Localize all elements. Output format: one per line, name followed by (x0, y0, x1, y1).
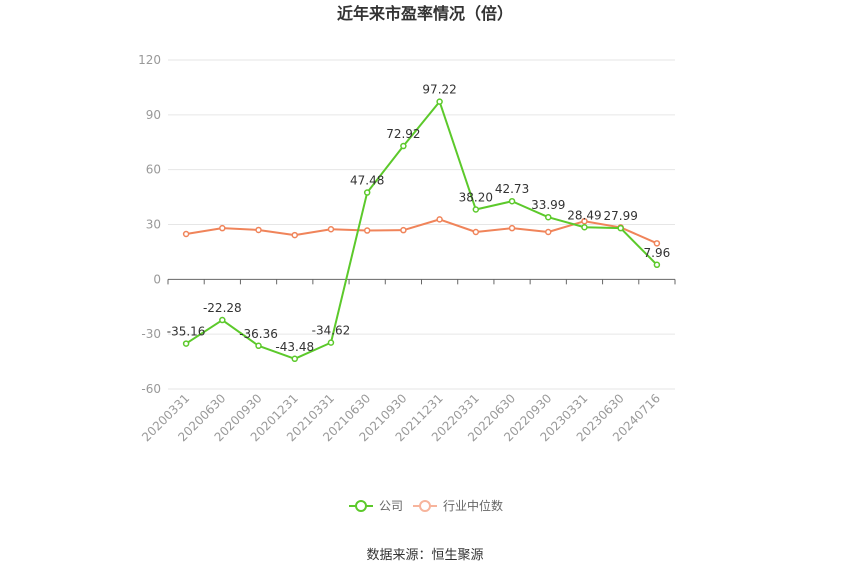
data-label: -35.16 (167, 325, 206, 339)
source-text: 数据来源：恒生聚源 (366, 548, 483, 563)
data-point-industry (255, 226, 262, 234)
y-tick-label: 60 (146, 163, 161, 177)
data-label: 47.48 (350, 174, 384, 188)
data-label: -36.36 (239, 327, 278, 341)
data-point-company (436, 98, 443, 105)
y-tick-label: -60 (141, 382, 161, 396)
data-point-company (400, 142, 407, 150)
data-point-industry (508, 224, 516, 232)
y-tick-label: 30 (146, 218, 161, 232)
y-tick-label: 0 (153, 272, 161, 286)
legend-industry-label: 行业中位数 (443, 498, 503, 513)
data-label: 27.99 (603, 209, 637, 223)
data-point-industry (327, 226, 335, 233)
data-point-company (363, 189, 371, 196)
data-point-company (291, 355, 298, 363)
data-label: 33.99 (531, 198, 565, 212)
data-point-industry (219, 224, 226, 232)
legend-company-label: 公司 (379, 499, 403, 513)
data-label: 38.20 (459, 191, 493, 205)
legend-industry-marker (419, 500, 431, 512)
data-point-company (581, 224, 588, 231)
data-label: -22.28 (203, 301, 242, 315)
data-point-industry (363, 227, 371, 234)
legend-company-marker (355, 500, 367, 512)
data-point-industry (545, 228, 552, 236)
data-label: 7.96 (644, 246, 671, 260)
data-point-industry (581, 217, 588, 225)
data-point-industry (653, 240, 661, 247)
series-group (182, 98, 661, 363)
data-point-company (545, 213, 552, 221)
chart-title: 近年来市盈率情况（倍） (337, 4, 513, 23)
data-point-company (508, 197, 516, 205)
series-line-company (185, 100, 658, 360)
data-point-industry (291, 231, 298, 239)
y-tick-label: 90 (146, 108, 161, 122)
data-label: 72.92 (386, 127, 420, 141)
series-line-industry (185, 218, 658, 245)
legend-item-industry[interactable]: 行业中位数 (413, 498, 503, 513)
data-point-industry (182, 230, 190, 238)
data-label: 28.49 (567, 208, 601, 222)
data-point-company (255, 342, 262, 350)
y-tick-label: -30 (141, 327, 161, 341)
data-point-company (472, 206, 480, 213)
data-point-industry (400, 226, 407, 234)
data-point-company (182, 340, 190, 347)
data-point-company (219, 316, 226, 324)
data-point-company (617, 224, 624, 232)
y-axis-ticks: 120 90 60 30 0 -30 -60 (138, 53, 161, 396)
data-labels: -35.16 -22.28 -36.36-43.48 -34.62 47.48 72.92… (167, 83, 670, 354)
data-label: -34.62 (312, 324, 351, 338)
data-label: 97.22 (422, 83, 456, 97)
data-label: -43.48 (275, 340, 314, 354)
data-point-industry (436, 216, 443, 223)
legend: 公司 行业中位数 (349, 498, 503, 513)
legend-item-company[interactable]: 公司 (349, 499, 403, 513)
y-tick-label: 120 (138, 53, 161, 67)
data-point-company (653, 261, 661, 269)
data-label: 42.73 (495, 182, 529, 196)
data-point-industry (472, 228, 480, 236)
grid-lines (168, 59, 675, 390)
data-point-company (327, 339, 335, 346)
